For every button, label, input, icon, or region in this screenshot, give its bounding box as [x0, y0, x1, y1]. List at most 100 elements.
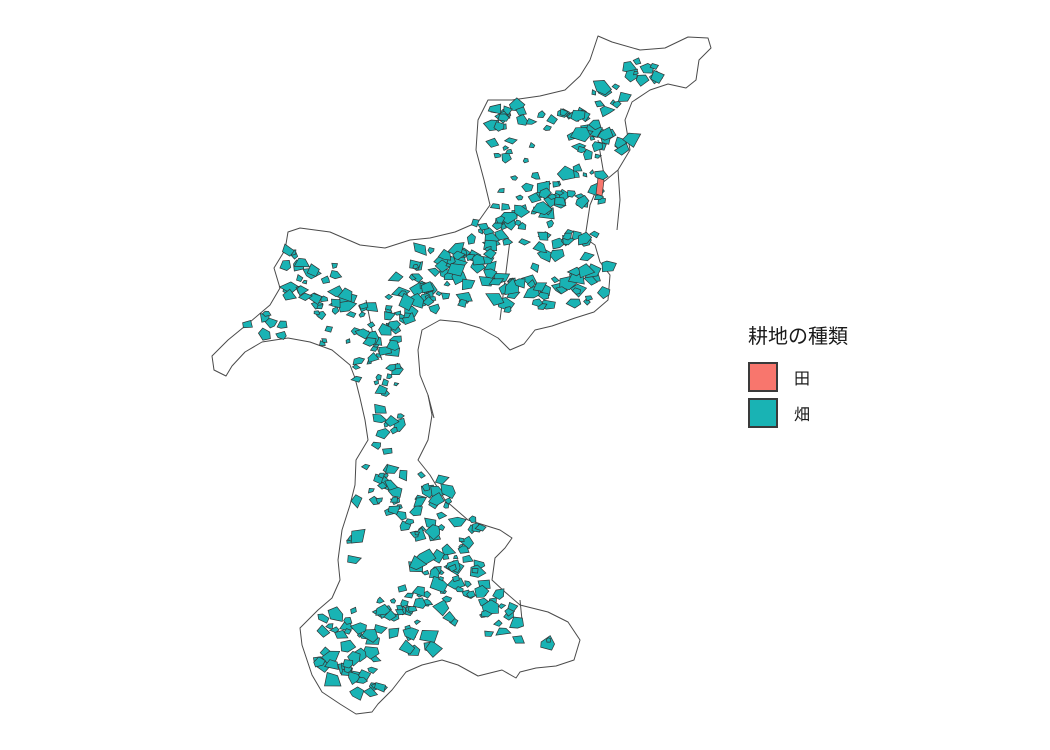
field-parcel	[340, 639, 357, 653]
field-parcel	[324, 672, 342, 687]
legend-item-paddy: 田	[748, 359, 848, 395]
field-parcel	[466, 233, 476, 245]
field-parcel	[328, 626, 340, 634]
field-parcel	[547, 193, 557, 200]
field-parcel	[389, 427, 398, 435]
field-parcel	[443, 280, 451, 287]
field-parcel	[296, 285, 310, 297]
field-parcel	[537, 231, 549, 241]
field-parcel	[350, 606, 357, 615]
field-parcel	[582, 172, 588, 178]
field-parcel	[364, 302, 379, 312]
field-parcel	[375, 428, 391, 440]
field-parcel	[495, 627, 512, 636]
field-parcel	[337, 287, 353, 303]
field-parcel	[420, 281, 435, 294]
field-parcel	[419, 630, 439, 643]
field-parcel	[466, 590, 476, 599]
field-parcel	[377, 472, 385, 479]
field-parcel	[399, 520, 412, 531]
field-parcel	[377, 481, 388, 490]
field-parcel	[385, 364, 396, 372]
field-parcel	[281, 243, 295, 257]
field-parcel	[488, 278, 505, 286]
field-parcel	[317, 613, 330, 624]
field-parcel	[477, 222, 490, 231]
field-parcel	[464, 580, 472, 588]
field-parcel	[370, 441, 382, 450]
field-parcel	[444, 497, 453, 505]
legend: 耕地の種類 田 畑	[748, 320, 848, 431]
field-parcel	[424, 524, 440, 541]
field-parcel	[403, 312, 412, 319]
field-parcel	[565, 298, 582, 309]
field-parcel	[567, 190, 576, 198]
field-parcel	[384, 415, 400, 427]
field-parcel	[622, 132, 642, 148]
field-parcel	[561, 232, 572, 241]
field-parcel	[374, 682, 386, 693]
field-parcel	[301, 279, 308, 285]
field-parcel	[420, 590, 432, 599]
field-parcel	[484, 630, 495, 637]
field-parcel	[367, 488, 375, 494]
field-parcel	[599, 105, 616, 118]
legend-label-paddy: 田	[794, 369, 811, 388]
field-parcel	[437, 248, 452, 261]
field-parcel	[453, 554, 459, 560]
field-parcel	[386, 373, 393, 380]
field-parcel	[639, 63, 655, 74]
field-parcel	[546, 114, 558, 125]
field-parcel	[385, 305, 393, 311]
field-parcel	[518, 238, 532, 246]
field-parcel	[589, 169, 595, 175]
field-parcel	[413, 619, 422, 625]
field-parcel	[242, 319, 253, 329]
field-parcel	[393, 310, 402, 316]
legend-title: 耕地の種類	[748, 324, 848, 348]
field-parcel	[471, 568, 479, 574]
field-parcel	[594, 153, 602, 159]
field-parcel	[384, 479, 399, 491]
field-parcel	[384, 311, 397, 321]
field-parcel	[530, 262, 540, 273]
field-parcel	[583, 148, 593, 161]
field-parcel	[584, 295, 594, 302]
field-parcel	[356, 676, 369, 684]
field-parcel	[501, 152, 512, 164]
field-parcel	[367, 352, 380, 363]
field-parcel	[635, 74, 650, 87]
field-parcel	[491, 222, 503, 231]
field-parcel	[361, 629, 379, 643]
field-parcel	[485, 293, 505, 306]
field-parcel	[514, 204, 531, 218]
field-parcel	[552, 181, 561, 188]
field-parcel	[351, 364, 361, 370]
legend-key-paddy	[748, 362, 778, 392]
field-parcel	[492, 588, 505, 600]
field-parcel	[408, 273, 417, 281]
field-parcel	[483, 248, 497, 260]
legend-label-field: 畑	[794, 405, 811, 424]
field-parcel	[313, 310, 321, 316]
field-parcel	[306, 263, 320, 278]
field-parcel	[555, 286, 569, 295]
field-parcel	[493, 121, 505, 132]
field-parcel	[462, 554, 474, 563]
field-parcel	[457, 298, 468, 308]
paddy-parcel	[595, 177, 605, 197]
field-parcel	[345, 311, 357, 318]
field-parcel	[569, 126, 591, 143]
field-parcel	[331, 306, 340, 315]
field-parcel	[378, 323, 392, 336]
field-parcel	[571, 287, 581, 295]
field-parcel	[401, 312, 416, 326]
field-parcel	[572, 163, 583, 172]
field-parcel	[257, 327, 271, 341]
road-line	[616, 169, 621, 231]
field-parcel	[327, 606, 344, 622]
field-parcel	[483, 268, 498, 279]
field-parcel	[412, 264, 420, 270]
field-parcel	[503, 306, 512, 313]
